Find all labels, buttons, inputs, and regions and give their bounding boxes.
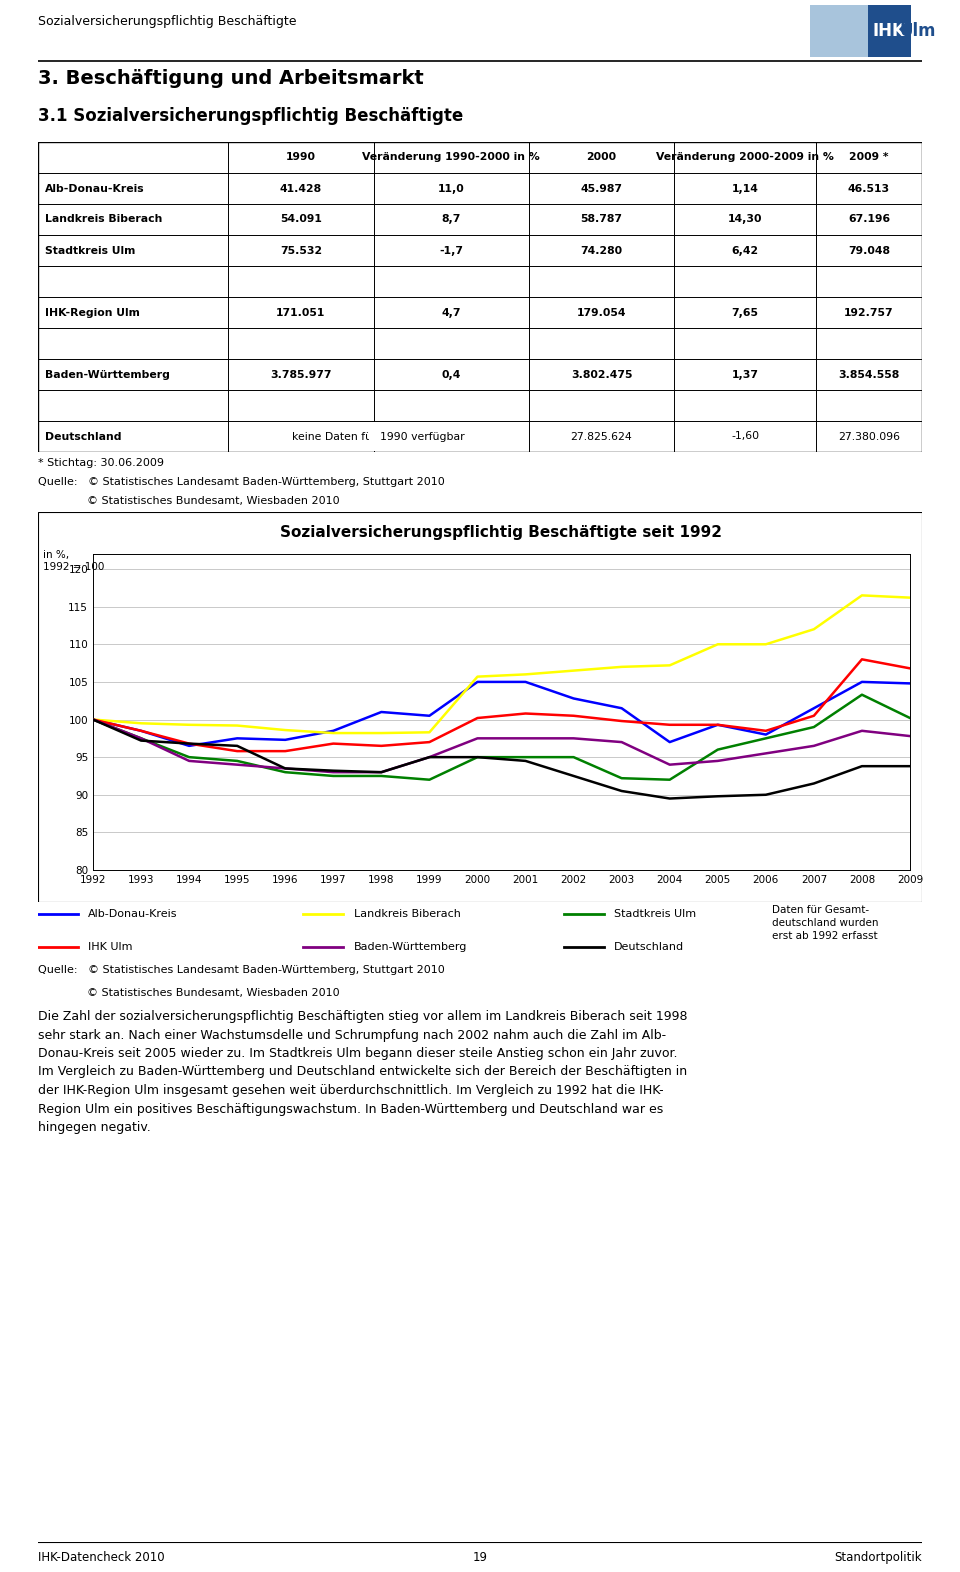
- Text: 1,14: 1,14: [732, 184, 758, 193]
- Text: 27.380.096: 27.380.096: [838, 431, 900, 442]
- Text: 45.987: 45.987: [581, 184, 622, 193]
- Text: 1,37: 1,37: [732, 369, 758, 379]
- Text: Baden-Württemberg: Baden-Württemberg: [45, 369, 170, 379]
- Text: 3.802.475: 3.802.475: [571, 369, 633, 379]
- Text: Ulm: Ulm: [900, 22, 936, 39]
- Text: 171.051: 171.051: [276, 308, 325, 318]
- Text: 46.513: 46.513: [848, 184, 890, 193]
- Text: 3.854.558: 3.854.558: [838, 369, 900, 379]
- Text: IHK-Region Ulm: IHK-Region Ulm: [45, 308, 140, 318]
- Text: Baden-Württemberg: Baden-Württemberg: [353, 942, 467, 953]
- Text: 11,0: 11,0: [438, 184, 465, 193]
- Text: IHK: IHK: [873, 22, 905, 39]
- Text: 54.091: 54.091: [280, 214, 322, 225]
- Text: Alb-Donau-Kreis: Alb-Donau-Kreis: [88, 909, 178, 918]
- Bar: [369, 421, 379, 451]
- Text: 19: 19: [472, 1552, 488, 1564]
- Text: Deutschland: Deutschland: [614, 942, 684, 953]
- Text: 2000: 2000: [587, 152, 616, 162]
- Text: 0,4: 0,4: [442, 369, 461, 379]
- Text: 67.196: 67.196: [848, 214, 890, 225]
- Text: Alb-Donau-Kreis: Alb-Donau-Kreis: [45, 184, 145, 193]
- Text: Quelle:   © Statistisches Landesamt Baden-Württemberg, Stuttgart 2010: Quelle: © Statistisches Landesamt Baden-…: [38, 965, 444, 975]
- Text: in %,
1992 = 100: in %, 1992 = 100: [43, 550, 105, 572]
- Text: 4,7: 4,7: [442, 308, 461, 318]
- Text: Sozialversicherungspflichtig Beschäftigte: Sozialversicherungspflichtig Beschäftigt…: [38, 16, 297, 28]
- Text: 7,65: 7,65: [732, 308, 758, 318]
- Text: 2009 *: 2009 *: [850, 152, 889, 162]
- Text: 1990: 1990: [286, 152, 316, 162]
- Text: * Stichtag: 30.06.2009: * Stichtag: 30.06.2009: [38, 457, 164, 468]
- Text: Stadtkreis Ulm: Stadtkreis Ulm: [614, 909, 697, 918]
- Text: -1,7: -1,7: [440, 245, 464, 256]
- Text: 3.1 Sozialversicherungspflichtig Beschäftigte: 3.1 Sozialversicherungspflichtig Beschäf…: [38, 107, 464, 126]
- Text: © Statistisches Bundesamt, Wiesbaden 2010: © Statistisches Bundesamt, Wiesbaden 201…: [38, 497, 340, 506]
- Text: Stadtkreis Ulm: Stadtkreis Ulm: [45, 245, 135, 256]
- Text: Landkreis Biberach: Landkreis Biberach: [353, 909, 461, 918]
- Text: -1,60: -1,60: [732, 431, 759, 442]
- Text: Daten für Gesamt-
deutschland wurden
erst ab 1992 erfasst: Daten für Gesamt- deutschland wurden ers…: [772, 905, 878, 942]
- Text: 79.048: 79.048: [848, 245, 890, 256]
- Text: Landkreis Biberach: Landkreis Biberach: [45, 214, 162, 225]
- Text: 41.428: 41.428: [280, 184, 322, 193]
- Text: keine Daten für 1990 verfügbar: keine Daten für 1990 verfügbar: [292, 431, 465, 442]
- Bar: [810, 5, 868, 57]
- Text: 192.757: 192.757: [844, 308, 894, 318]
- Text: Quelle:   © Statistisches Landesamt Baden-Württemberg, Stuttgart 2010: Quelle: © Statistisches Landesamt Baden-…: [38, 476, 444, 487]
- Text: 14,30: 14,30: [728, 214, 762, 225]
- Text: Veränderung 1990-2000 in %: Veränderung 1990-2000 in %: [362, 152, 540, 162]
- Text: 75.532: 75.532: [280, 245, 322, 256]
- Text: 58.787: 58.787: [581, 214, 622, 225]
- Text: 3.785.977: 3.785.977: [271, 369, 332, 379]
- Text: IHK-Datencheck 2010: IHK-Datencheck 2010: [38, 1552, 164, 1564]
- Text: Sozialversicherungspflichtig Beschäftigte seit 1992: Sozialversicherungspflichtig Beschäftigt…: [280, 525, 723, 539]
- Text: Standortpolitik: Standortpolitik: [834, 1552, 922, 1564]
- Text: © Statistisches Bundesamt, Wiesbaden 2010: © Statistisches Bundesamt, Wiesbaden 201…: [38, 987, 340, 998]
- Text: 8,7: 8,7: [442, 214, 461, 225]
- Text: Veränderung 2000-2009 in %: Veränderung 2000-2009 in %: [657, 152, 834, 162]
- Text: 179.054: 179.054: [577, 308, 626, 318]
- Text: 6,42: 6,42: [732, 245, 758, 256]
- Bar: [868, 5, 911, 57]
- Text: IHK Ulm: IHK Ulm: [88, 942, 132, 953]
- Text: 27.825.624: 27.825.624: [570, 431, 633, 442]
- Text: Deutschland: Deutschland: [45, 431, 122, 442]
- Text: 74.280: 74.280: [581, 245, 623, 256]
- Text: 3. Beschäftigung und Arbeitsmarkt: 3. Beschäftigung und Arbeitsmarkt: [38, 69, 423, 88]
- Text: Die Zahl der sozialversicherungspflichtig Beschäftigten stieg vor allem im Landk: Die Zahl der sozialversicherungspflichti…: [38, 1009, 687, 1133]
